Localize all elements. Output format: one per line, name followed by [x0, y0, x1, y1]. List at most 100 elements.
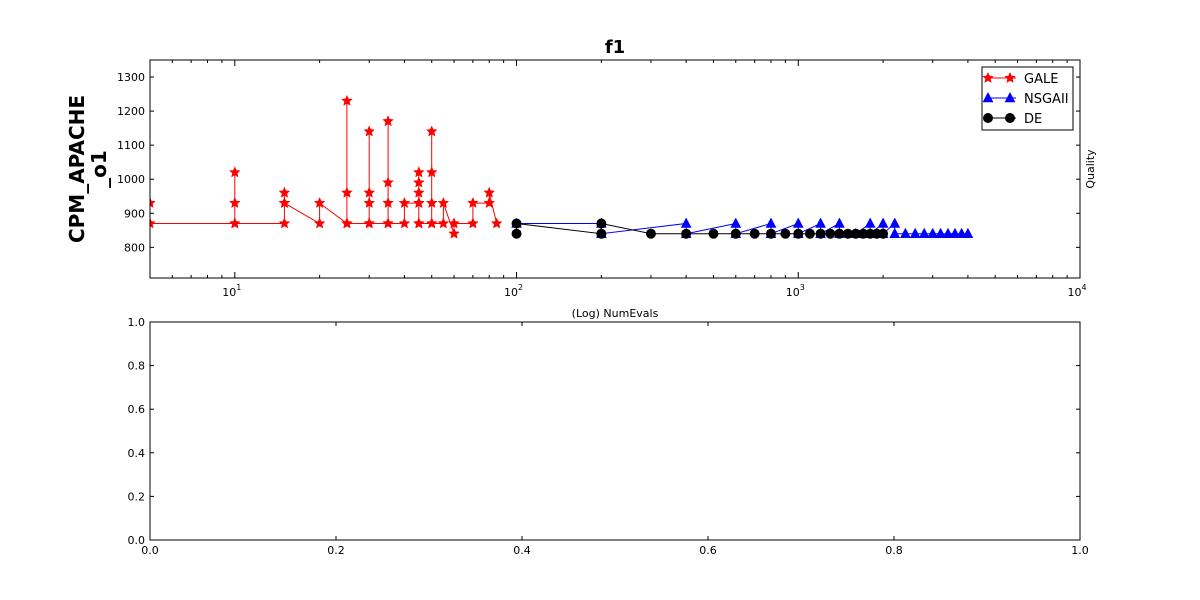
data-point-nsgaii [927, 227, 939, 238]
x-tick-label: 101 [222, 283, 241, 299]
legend-label: NSGAII [1024, 92, 1069, 107]
x-tick-label: 0.8 [885, 544, 903, 557]
data-point-gale [467, 217, 479, 229]
data-point-de [730, 228, 741, 239]
data-point-gale [467, 196, 479, 209]
x-tick-label: 0.0 [141, 544, 159, 557]
row-label: CPM_APACHE_o1 [65, 95, 111, 243]
legend-marker [983, 113, 993, 123]
legend-marker [1004, 91, 1016, 103]
data-point-gale [363, 196, 376, 209]
data-point-gale [398, 196, 411, 209]
data-point-de [825, 228, 836, 239]
legend-item-de: DE [983, 112, 1042, 127]
data-point-de [596, 228, 607, 239]
top-plot-frame [149, 59, 1081, 279]
data-point-gale [341, 217, 353, 229]
x-tick-label: 0.4 [513, 544, 531, 557]
x-tick-label: 103 [786, 283, 805, 299]
data-point-gale [341, 94, 353, 106]
data-point-gale [363, 125, 376, 137]
y-tick-label: 800 [124, 241, 145, 254]
data-point-de [681, 228, 692, 239]
data-point-de [749, 228, 760, 239]
data-point-gale [228, 166, 241, 178]
data-point-gale [341, 186, 353, 198]
data-point-gale [363, 217, 376, 229]
top-data-series [150, 94, 974, 239]
data-point-gale [228, 217, 241, 229]
data-point-nsgaii [889, 217, 901, 228]
y-tick-label: 0.2 [128, 490, 146, 503]
bottom-axis-ticks: 0.0 0.2 0.4 0.6 0.8 1.0 0.0 0.2 0.4 0.6 0.8 1.0 [128, 316, 1089, 557]
series-gale [150, 94, 503, 239]
data-point-gale [425, 125, 438, 137]
y-tick-label: 900 [124, 207, 145, 220]
top-axis-ticks: 800 900 1000 1100 1200 1300 101 102 103 104 [117, 60, 1087, 299]
data-point-de [780, 228, 791, 239]
data-point-gale [425, 166, 438, 178]
legend-item-gale: GALE [982, 71, 1058, 87]
data-point-gale [448, 227, 460, 239]
data-point-nsgaii [834, 217, 845, 228]
y-tick-label: 0.0 [128, 534, 146, 547]
data-point-gale [483, 186, 496, 198]
data-point-gale [448, 217, 460, 229]
data-point-de [645, 228, 656, 239]
data-point-de [708, 228, 719, 239]
legend-marker [1005, 113, 1015, 123]
y-axis-label: Quality [1084, 149, 1097, 189]
y-tick-label: 0.6 [128, 403, 146, 416]
data-point-de [511, 218, 522, 229]
data-point-gale [278, 196, 291, 209]
data-point-nsgaii [899, 227, 911, 238]
data-point-gale [150, 196, 156, 209]
series-de [511, 218, 889, 239]
data-point-gale [278, 186, 291, 198]
data-point-nsgaii [680, 217, 692, 228]
bottom-plot-frame [149, 321, 1081, 541]
data-point-de [804, 228, 815, 239]
data-point-nsgaii [909, 227, 921, 238]
data-point-de [878, 228, 889, 239]
top-chart-panel: f1 CPM_APACHE_o1 Quality (Log) NumEvals … [65, 37, 1097, 320]
data-point-gale [382, 176, 394, 188]
y-tick-label: 0.4 [128, 447, 146, 460]
y-tick-label: 1100 [117, 139, 145, 152]
data-point-gale [382, 115, 394, 127]
data-point-de [815, 228, 826, 239]
data-point-gale [412, 166, 425, 178]
data-point-gale [437, 217, 450, 229]
x-tick-label: 1.0 [1071, 544, 1089, 557]
y-tick-label: 1.0 [128, 316, 146, 329]
data-point-nsgaii [942, 227, 954, 238]
data-point-de [596, 218, 607, 229]
chart-title: f1 [605, 37, 625, 58]
data-point-nsgaii [792, 217, 804, 228]
legend-marker [982, 71, 994, 83]
data-point-gale [412, 217, 425, 229]
data-point-gale [382, 196, 394, 209]
data-point-nsgaii [918, 227, 930, 238]
data-point-gale [412, 196, 425, 209]
data-point-gale [150, 217, 156, 229]
data-point-de [511, 228, 522, 239]
data-point-nsgaii [864, 217, 876, 228]
legend-label: GALE [1024, 72, 1058, 87]
series-nsgaii [511, 217, 974, 238]
data-point-gale [398, 217, 411, 229]
data-point-gale [437, 196, 450, 209]
x-tick-label: 0.2 [327, 544, 345, 557]
data-point-gale [228, 196, 241, 209]
x-tick-label: 104 [1067, 283, 1086, 299]
data-point-gale [412, 176, 425, 188]
data-point-nsgaii [877, 217, 889, 228]
data-point-nsgaii [935, 227, 946, 238]
x-tick-label: 102 [504, 283, 523, 299]
y-tick-label: 1000 [117, 173, 145, 186]
x-tick-label: 0.6 [699, 544, 717, 557]
legend-item-nsgaii: NSGAII [982, 91, 1069, 107]
data-point-gale [382, 217, 394, 229]
data-point-gale [313, 196, 326, 209]
